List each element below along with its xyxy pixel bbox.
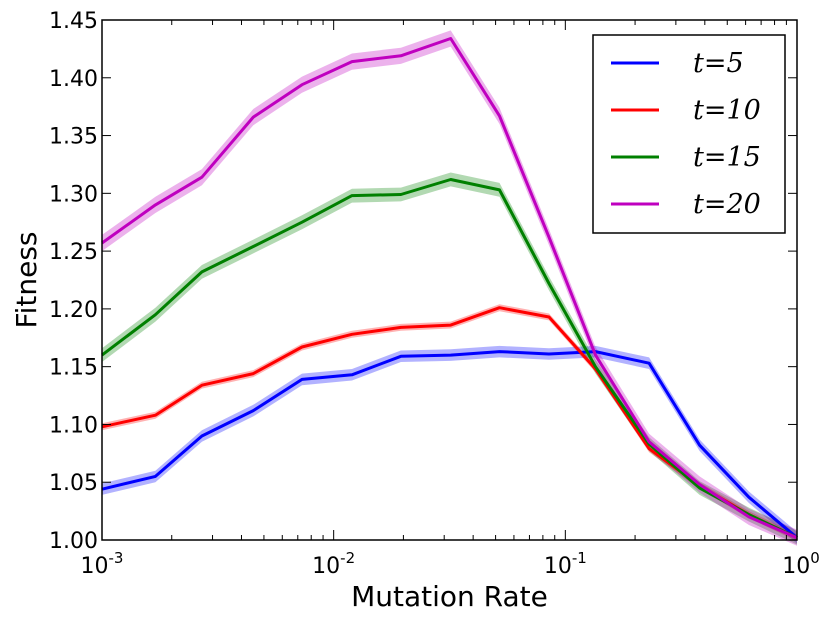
plot-frame [101, 19, 798, 541]
legend-box [592, 34, 786, 234]
line-series-2 [101, 306, 798, 540]
legend-label: t=10 [693, 95, 761, 126]
line-series-4 [101, 37, 798, 540]
y-tick-label: 1.20 [49, 298, 98, 323]
y-tick-label: 1.35 [49, 125, 98, 150]
y-tick-label: 1.25 [49, 240, 98, 265]
line-series-3 [101, 178, 798, 540]
y-tick-label: 1.40 [49, 67, 98, 92]
legend-label: t=20 [693, 189, 761, 220]
legend: t=5 t=10 t=15 t=20 [592, 34, 786, 234]
band-series-1 [102, 345, 797, 544]
y-tick-label: 1.00 [49, 529, 98, 554]
legend-label: t=5 [693, 48, 744, 79]
y-tick-label: 1.15 [49, 356, 98, 381]
x-axis-title: Mutation Rate [351, 580, 548, 613]
x-tick-label: 10-1 [544, 549, 587, 579]
axis-ticks: 1.00 1.05 1.10 1.15 1.20 1.25 1.30 1.35 1.40 1.45… [49, 9, 820, 579]
x-tick-label: 10-3 [81, 549, 124, 579]
series-lines [101, 37, 798, 540]
y-tick-label: 1.05 [49, 471, 98, 496]
legend-label: t=15 [693, 142, 761, 173]
y-tick-label: 1.10 [49, 413, 98, 438]
line-series-1 [101, 350, 798, 539]
y-axis-title: Fitness [10, 232, 43, 329]
band-series-3 [102, 172, 797, 545]
y-tick-label: 1.45 [49, 9, 98, 34]
y-tick-label: 1.30 [49, 182, 98, 207]
band-series-2 [102, 304, 797, 542]
x-tick-label: 100 [782, 549, 820, 579]
x-tick-label: 10-2 [312, 549, 355, 579]
